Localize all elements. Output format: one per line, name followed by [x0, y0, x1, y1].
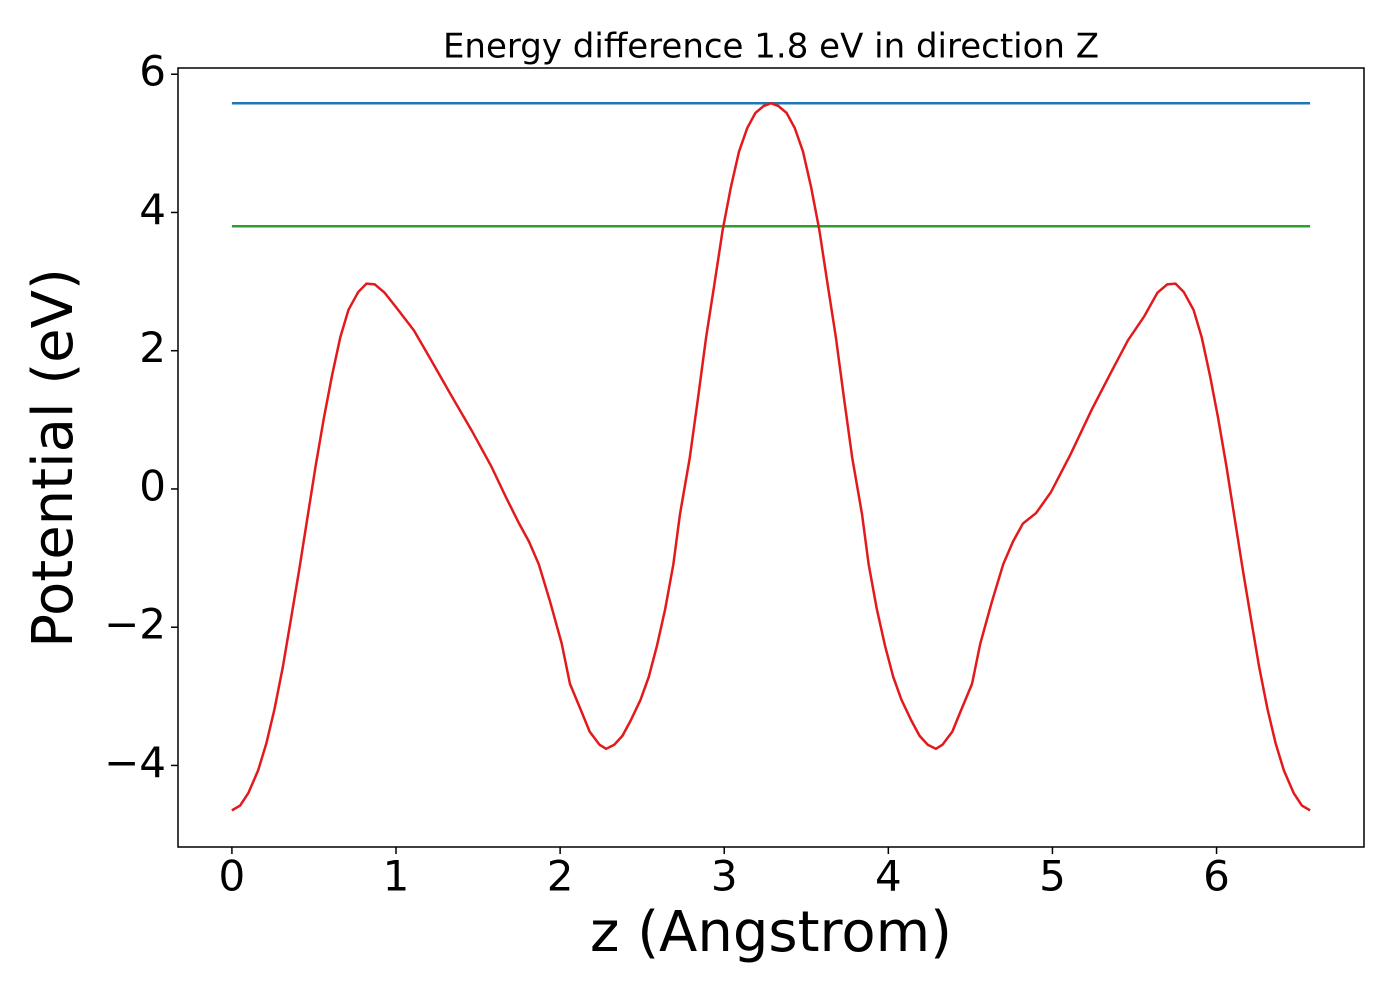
y-axis-label: Potential (eV) — [21, 268, 86, 648]
x-tick-label: 0 — [219, 852, 246, 901]
x-tick-label: 5 — [1039, 852, 1066, 901]
x-tick-label: 6 — [1203, 852, 1230, 901]
y-tick-label: 6 — [139, 47, 166, 96]
plot-frame — [177, 67, 1365, 848]
x-tick-label: 3 — [711, 852, 738, 901]
y-tick-label: 2 — [139, 323, 166, 372]
x-axis-label: z (Angstrom) — [590, 900, 952, 965]
x-tick-label: 2 — [547, 852, 574, 901]
y-tick-label: −4 — [104, 738, 166, 787]
chart-title: Energy difference 1.8 eV in direction Z — [443, 27, 1099, 67]
x-tick-label: 4 — [875, 852, 902, 901]
y-tick-label: −2 — [104, 600, 166, 649]
y-tick-label: 4 — [139, 185, 166, 234]
data-line — [231, 101, 1311, 812]
x-tick-label: 1 — [383, 852, 410, 901]
y-tick-label: 0 — [139, 461, 166, 510]
